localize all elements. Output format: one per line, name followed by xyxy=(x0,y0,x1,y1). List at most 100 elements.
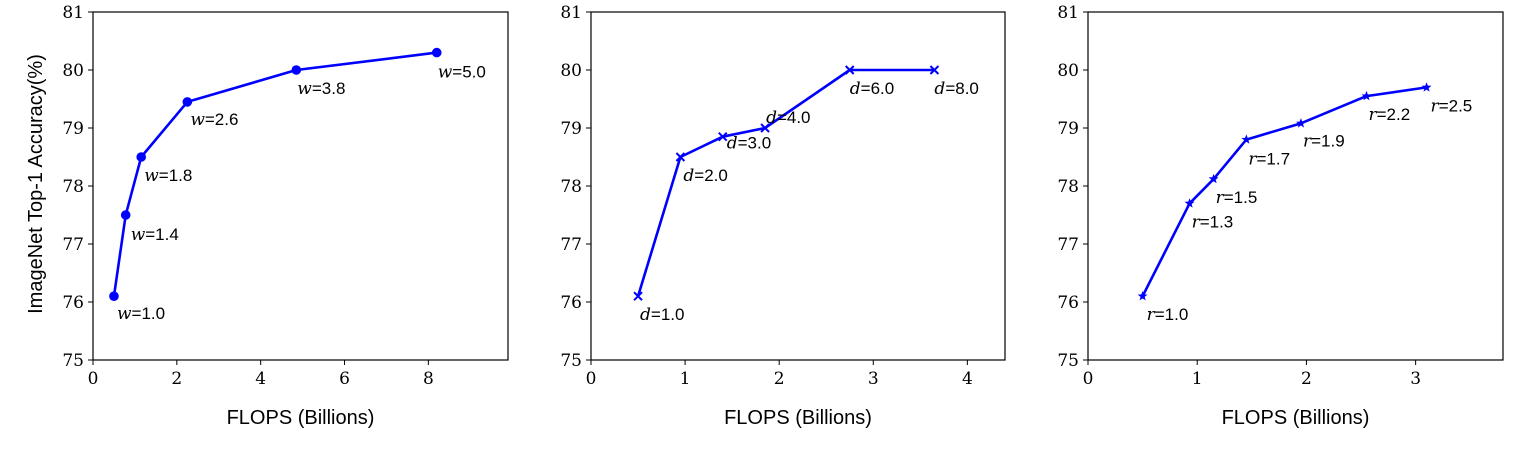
annotation-variable: w xyxy=(131,225,146,245)
x-tick-label: 1 xyxy=(680,369,691,389)
shared-y-axis-label: ImageNet Top-1 Accuracy(%) xyxy=(25,54,47,314)
x-tick-label: 3 xyxy=(868,369,879,389)
x-tick-label: 4 xyxy=(962,369,973,389)
x-tick-label: 8 xyxy=(423,369,434,389)
y-tick-label: 79 xyxy=(62,119,84,139)
series-line xyxy=(636,68,935,297)
annotation-value: =1.7 xyxy=(1256,150,1290,169)
x-tick-label: 2 xyxy=(1301,369,1312,389)
annotation-variable: d xyxy=(640,305,651,325)
annotation-variable: w xyxy=(144,166,159,186)
annotation-variable: d xyxy=(850,79,861,99)
annotation-variable: r xyxy=(1216,188,1225,208)
annotation-variable: w xyxy=(297,79,312,99)
y-tick-label: 77 xyxy=(62,235,84,255)
point-annotation: r=1.5 xyxy=(1216,188,1258,208)
y-tick-label: 78 xyxy=(1057,177,1079,197)
point-annotation: d=4.0 xyxy=(766,108,810,128)
data-point xyxy=(1421,82,1432,92)
annotation-value: =2.0 xyxy=(694,166,728,185)
data-point xyxy=(1296,118,1306,128)
y-tick-label: 79 xyxy=(1057,119,1079,139)
annotation-value: =6.0 xyxy=(861,79,895,98)
annotation-value: =1.5 xyxy=(1224,188,1258,207)
y-tick-label: 81 xyxy=(62,3,84,23)
annotation-value: =5.0 xyxy=(452,63,486,82)
annotation-value: =1.4 xyxy=(145,225,179,244)
x-tick-label: 2 xyxy=(171,369,182,389)
x-tick-label: 1 xyxy=(1192,369,1203,389)
annotation-variable: r xyxy=(1147,305,1156,325)
data-point xyxy=(1361,90,1372,101)
y-tick-label: 78 xyxy=(62,177,84,197)
x-tick-label: 0 xyxy=(1083,369,1094,389)
annotation-value: =3.8 xyxy=(312,79,346,98)
data-point xyxy=(109,291,119,302)
annotation-value: =1.0 xyxy=(651,305,685,324)
data-point xyxy=(1241,134,1252,144)
data-point xyxy=(718,131,728,142)
y-tick-label: 77 xyxy=(1057,235,1079,255)
annotation-value: =1.3 xyxy=(1200,212,1234,231)
x-tick-label: 3 xyxy=(1410,369,1421,389)
y-tick-label: 76 xyxy=(560,293,582,313)
annotation-value: =1.8 xyxy=(159,166,193,185)
data-point xyxy=(929,65,940,75)
point-annotation: w=1.0 xyxy=(117,304,165,324)
point-annotation: w=1.8 xyxy=(144,166,192,186)
point-annotation: r=1.7 xyxy=(1248,150,1290,170)
point-annotation: w=1.4 xyxy=(131,225,179,245)
annotation-variable: r xyxy=(1192,212,1201,232)
point-annotation: r=2.5 xyxy=(1431,96,1473,116)
y-tick-label: 78 xyxy=(560,177,582,197)
x-tick-label: 0 xyxy=(88,369,99,389)
annotation-value: =1.9 xyxy=(1311,131,1345,150)
data-point xyxy=(182,97,193,107)
annotation-variable: d xyxy=(727,134,738,154)
annotation-value: =2.5 xyxy=(1439,96,1473,115)
y-tick-label: 76 xyxy=(1057,293,1079,313)
x-axis-label: FLOPS (Billions) xyxy=(1222,407,1370,429)
y-tick-label: 81 xyxy=(560,3,582,23)
data-point xyxy=(675,152,686,162)
point-annotation: r=2.2 xyxy=(1368,105,1410,125)
annotation-variable: r xyxy=(1303,131,1312,151)
point-annotation: d=6.0 xyxy=(850,79,894,99)
data-point xyxy=(845,65,855,75)
data-point xyxy=(760,123,770,133)
data-point xyxy=(633,291,643,301)
annotation-variable: r xyxy=(1248,150,1257,170)
annotation-variable: w xyxy=(438,63,453,83)
y-tick-label: 75 xyxy=(62,351,84,371)
annotation-variable: r xyxy=(1431,96,1440,116)
x-tick-label: 0 xyxy=(586,369,597,389)
y-tick-label: 80 xyxy=(62,61,84,81)
point-annotation: d=3.0 xyxy=(727,134,771,154)
point-annotation: w=2.6 xyxy=(190,110,238,130)
x-tick-label: 6 xyxy=(339,369,350,389)
annotation-value: =4.0 xyxy=(777,108,811,127)
annotation-variable: d xyxy=(766,108,777,128)
x-axis-label: FLOPS (Billions) xyxy=(227,407,375,429)
series-line xyxy=(112,51,437,297)
point-annotation: w=5.0 xyxy=(438,63,486,83)
point-annotation: d=1.0 xyxy=(640,305,684,325)
y-tick-label: 79 xyxy=(560,119,582,139)
annotation-variable: w xyxy=(190,110,205,130)
annotation-variable: d xyxy=(934,79,945,99)
point-annotation: r=1.3 xyxy=(1192,212,1234,232)
y-tick-label: 80 xyxy=(560,61,582,81)
data-point xyxy=(291,65,302,75)
data-point xyxy=(120,210,131,220)
annotation-value: =2.6 xyxy=(205,110,239,129)
y-tick-label: 77 xyxy=(560,235,582,255)
x-tick-label: 4 xyxy=(255,369,266,389)
point-annotation: d=2.0 xyxy=(683,166,727,186)
annotation-value: =8.0 xyxy=(945,79,979,98)
annotation-variable: d xyxy=(683,166,694,186)
y-tick-label: 81 xyxy=(1057,3,1079,23)
x-tick-label: 2 xyxy=(774,369,785,389)
